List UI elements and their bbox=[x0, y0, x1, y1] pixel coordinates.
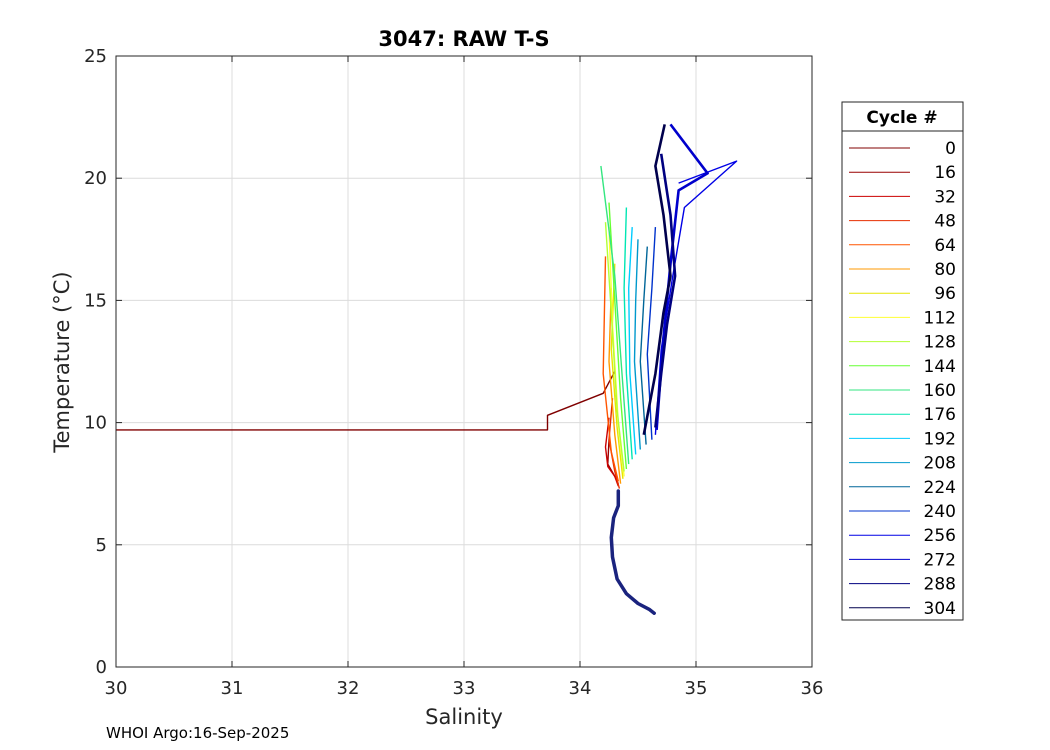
series-line-cycle-64 bbox=[602, 256, 619, 482]
y-tick-label: 10 bbox=[84, 413, 107, 434]
series-line-cycle-128 bbox=[604, 222, 625, 472]
legend-title: Cycle # bbox=[866, 108, 937, 128]
legend-items: 0 16 32 48 64 80 96 112 128 144 160 176 192 208 224 240… bbox=[849, 139, 956, 619]
legend-label-cycle-256: 256 bbox=[924, 526, 956, 546]
series-line-cycle-224 bbox=[639, 246, 648, 445]
x-tick-label: 36 bbox=[801, 678, 824, 699]
legend-label-cycle-192: 192 bbox=[924, 429, 956, 449]
legend-label-cycle-272: 272 bbox=[924, 550, 956, 570]
series-line-cycle-304 bbox=[642, 124, 672, 436]
series-line-cycle-288 bbox=[654, 153, 677, 428]
legend-label-cycle-288: 288 bbox=[924, 575, 956, 595]
legend-box bbox=[841, 101, 964, 621]
axis-ticks: 30 31 32 33 34 35 36 0 5 10 15 20 25 bbox=[84, 46, 823, 699]
legend-label-cycle-128: 128 bbox=[924, 333, 956, 353]
legend-label-cycle-160: 160 bbox=[924, 381, 956, 401]
y-tick-label: 5 bbox=[96, 535, 107, 556]
y-tick-label: 15 bbox=[84, 290, 107, 311]
series-line-cycle-96 bbox=[610, 263, 624, 479]
x-tick-label: 35 bbox=[685, 678, 708, 699]
footer-credit: WHOI Argo:16-Sep-2025 bbox=[106, 724, 290, 742]
series-line-cycle-0 bbox=[116, 370, 616, 431]
legend-label-cycle-64: 64 bbox=[934, 236, 956, 256]
series-line-cycle-272 bbox=[655, 123, 709, 430]
chart-title: 3047: RAW T-S bbox=[378, 27, 549, 51]
y-tick-label: 20 bbox=[84, 168, 107, 189]
x-axis-label: Salinity bbox=[425, 705, 503, 729]
y-tick-label: 25 bbox=[84, 46, 107, 67]
series-line-cycle-176 bbox=[623, 207, 633, 460]
legend-label-cycle-32: 32 bbox=[934, 187, 956, 207]
legend-label-cycle-304: 304 bbox=[924, 599, 956, 619]
series-layer bbox=[116, 123, 738, 615]
legend-label-cycle-80: 80 bbox=[934, 260, 956, 280]
legend: Cycle # 0 16 32 48 64 80 96 112 128 144 160 176 192 2… bbox=[841, 101, 964, 621]
x-tick-label: 30 bbox=[105, 678, 128, 699]
series-line-cycle-160 bbox=[600, 165, 630, 465]
grid-lines bbox=[116, 56, 812, 667]
series-line-cycle-208 bbox=[633, 239, 641, 450]
y-axis-label: Temperature (°C) bbox=[50, 271, 74, 453]
y-tick-label: 0 bbox=[96, 657, 107, 678]
x-tick-label: 31 bbox=[221, 678, 244, 699]
legend-label-cycle-96: 96 bbox=[934, 284, 956, 304]
series-line-cycle-80 bbox=[608, 288, 622, 484]
legend-label-cycle-112: 112 bbox=[924, 308, 956, 328]
x-tick-label: 33 bbox=[453, 678, 476, 699]
legend-label-cycle-16: 16 bbox=[934, 163, 956, 183]
series-line-cycle-32 bbox=[604, 417, 619, 487]
legend-label-cycle-240: 240 bbox=[924, 502, 956, 522]
series-line-cycle-192 bbox=[628, 227, 637, 455]
series-line-deep-branch bbox=[609, 489, 656, 615]
legend-label-cycle-176: 176 bbox=[924, 405, 956, 425]
legend-label-cycle-0: 0 bbox=[945, 139, 956, 159]
legend-label-cycle-144: 144 bbox=[924, 357, 956, 377]
legend-label-cycle-48: 48 bbox=[934, 212, 956, 232]
series-line-cycle-240 bbox=[646, 227, 657, 440]
x-tick-label: 34 bbox=[569, 678, 592, 699]
legend-label-cycle-224: 224 bbox=[924, 478, 956, 498]
x-tick-label: 32 bbox=[337, 678, 360, 699]
legend-label-cycle-208: 208 bbox=[924, 454, 956, 474]
